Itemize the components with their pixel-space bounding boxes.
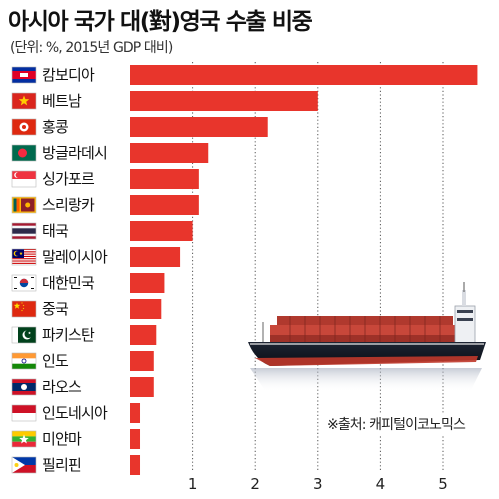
bar (130, 195, 199, 215)
category-label: 말레이시아 (42, 248, 108, 266)
malaysia-flag-icon (11, 248, 37, 266)
pakistan-flag-icon (11, 326, 37, 344)
category-label: 인도 (42, 352, 69, 370)
bangladesh-flag-icon (11, 144, 37, 162)
bar (130, 351, 154, 371)
category-label: 미얀마 (42, 430, 82, 448)
myanmar-flag-icon (11, 430, 37, 448)
chart-subtitle: (단위: %, 2015년 GDP 대비) (10, 40, 173, 56)
china-flag-icon (11, 300, 37, 318)
category-label: 캄보디아 (42, 66, 95, 84)
south-korea-flag-icon (11, 274, 37, 292)
hong-kong-flag-icon (11, 118, 37, 136)
category-label: 대한민국 (42, 274, 95, 292)
bar (130, 221, 193, 241)
category-label: 홍콩 (42, 118, 68, 136)
bar (130, 91, 318, 111)
x-tick-label: 1 (188, 475, 198, 493)
x-tick-label: 4 (376, 475, 386, 493)
bar (130, 117, 268, 137)
bar (130, 65, 478, 85)
category-label: 태국 (42, 222, 69, 240)
thailand-flag-icon (11, 222, 37, 240)
category-label: 필리핀 (42, 456, 81, 474)
category-label: 파키스탄 (42, 326, 95, 344)
vietnam-flag-icon (11, 92, 37, 110)
container-ship-illustration (248, 282, 486, 392)
bar (130, 325, 157, 345)
bar (130, 169, 199, 189)
category-label: 베트남 (42, 92, 82, 110)
bar (130, 455, 141, 475)
laos-flag-icon (11, 378, 37, 396)
bar (130, 247, 181, 267)
x-tick-label: 5 (438, 475, 448, 493)
bar (130, 429, 141, 449)
category-label: 싱가포르 (42, 170, 95, 188)
bar (130, 377, 154, 397)
bar (130, 299, 162, 319)
india-flag-icon (11, 352, 37, 370)
bar (130, 143, 209, 163)
bar (130, 273, 165, 293)
category-label: 방글라데시 (42, 144, 107, 162)
x-tick-label: 3 (313, 475, 323, 493)
chart-title: 아시아 국가 대(對)영국 수출 비중 (8, 9, 313, 35)
cambodia-flag-icon (11, 66, 37, 84)
indonesia-flag-icon (11, 404, 37, 422)
bar (130, 403, 141, 423)
category-label: 스리랑카 (42, 196, 95, 214)
category-label: 중국 (42, 300, 69, 318)
singapore-flag-icon (11, 170, 37, 188)
sri-lanka-flag-icon (11, 196, 37, 214)
category-label: 라오스 (42, 378, 82, 396)
chart-source-note: ※출처: 캐피털이코노믹스 (327, 414, 466, 434)
philippines-flag-icon (11, 456, 37, 474)
x-tick-label: 2 (250, 475, 260, 493)
category-label: 인도네시아 (42, 404, 108, 422)
